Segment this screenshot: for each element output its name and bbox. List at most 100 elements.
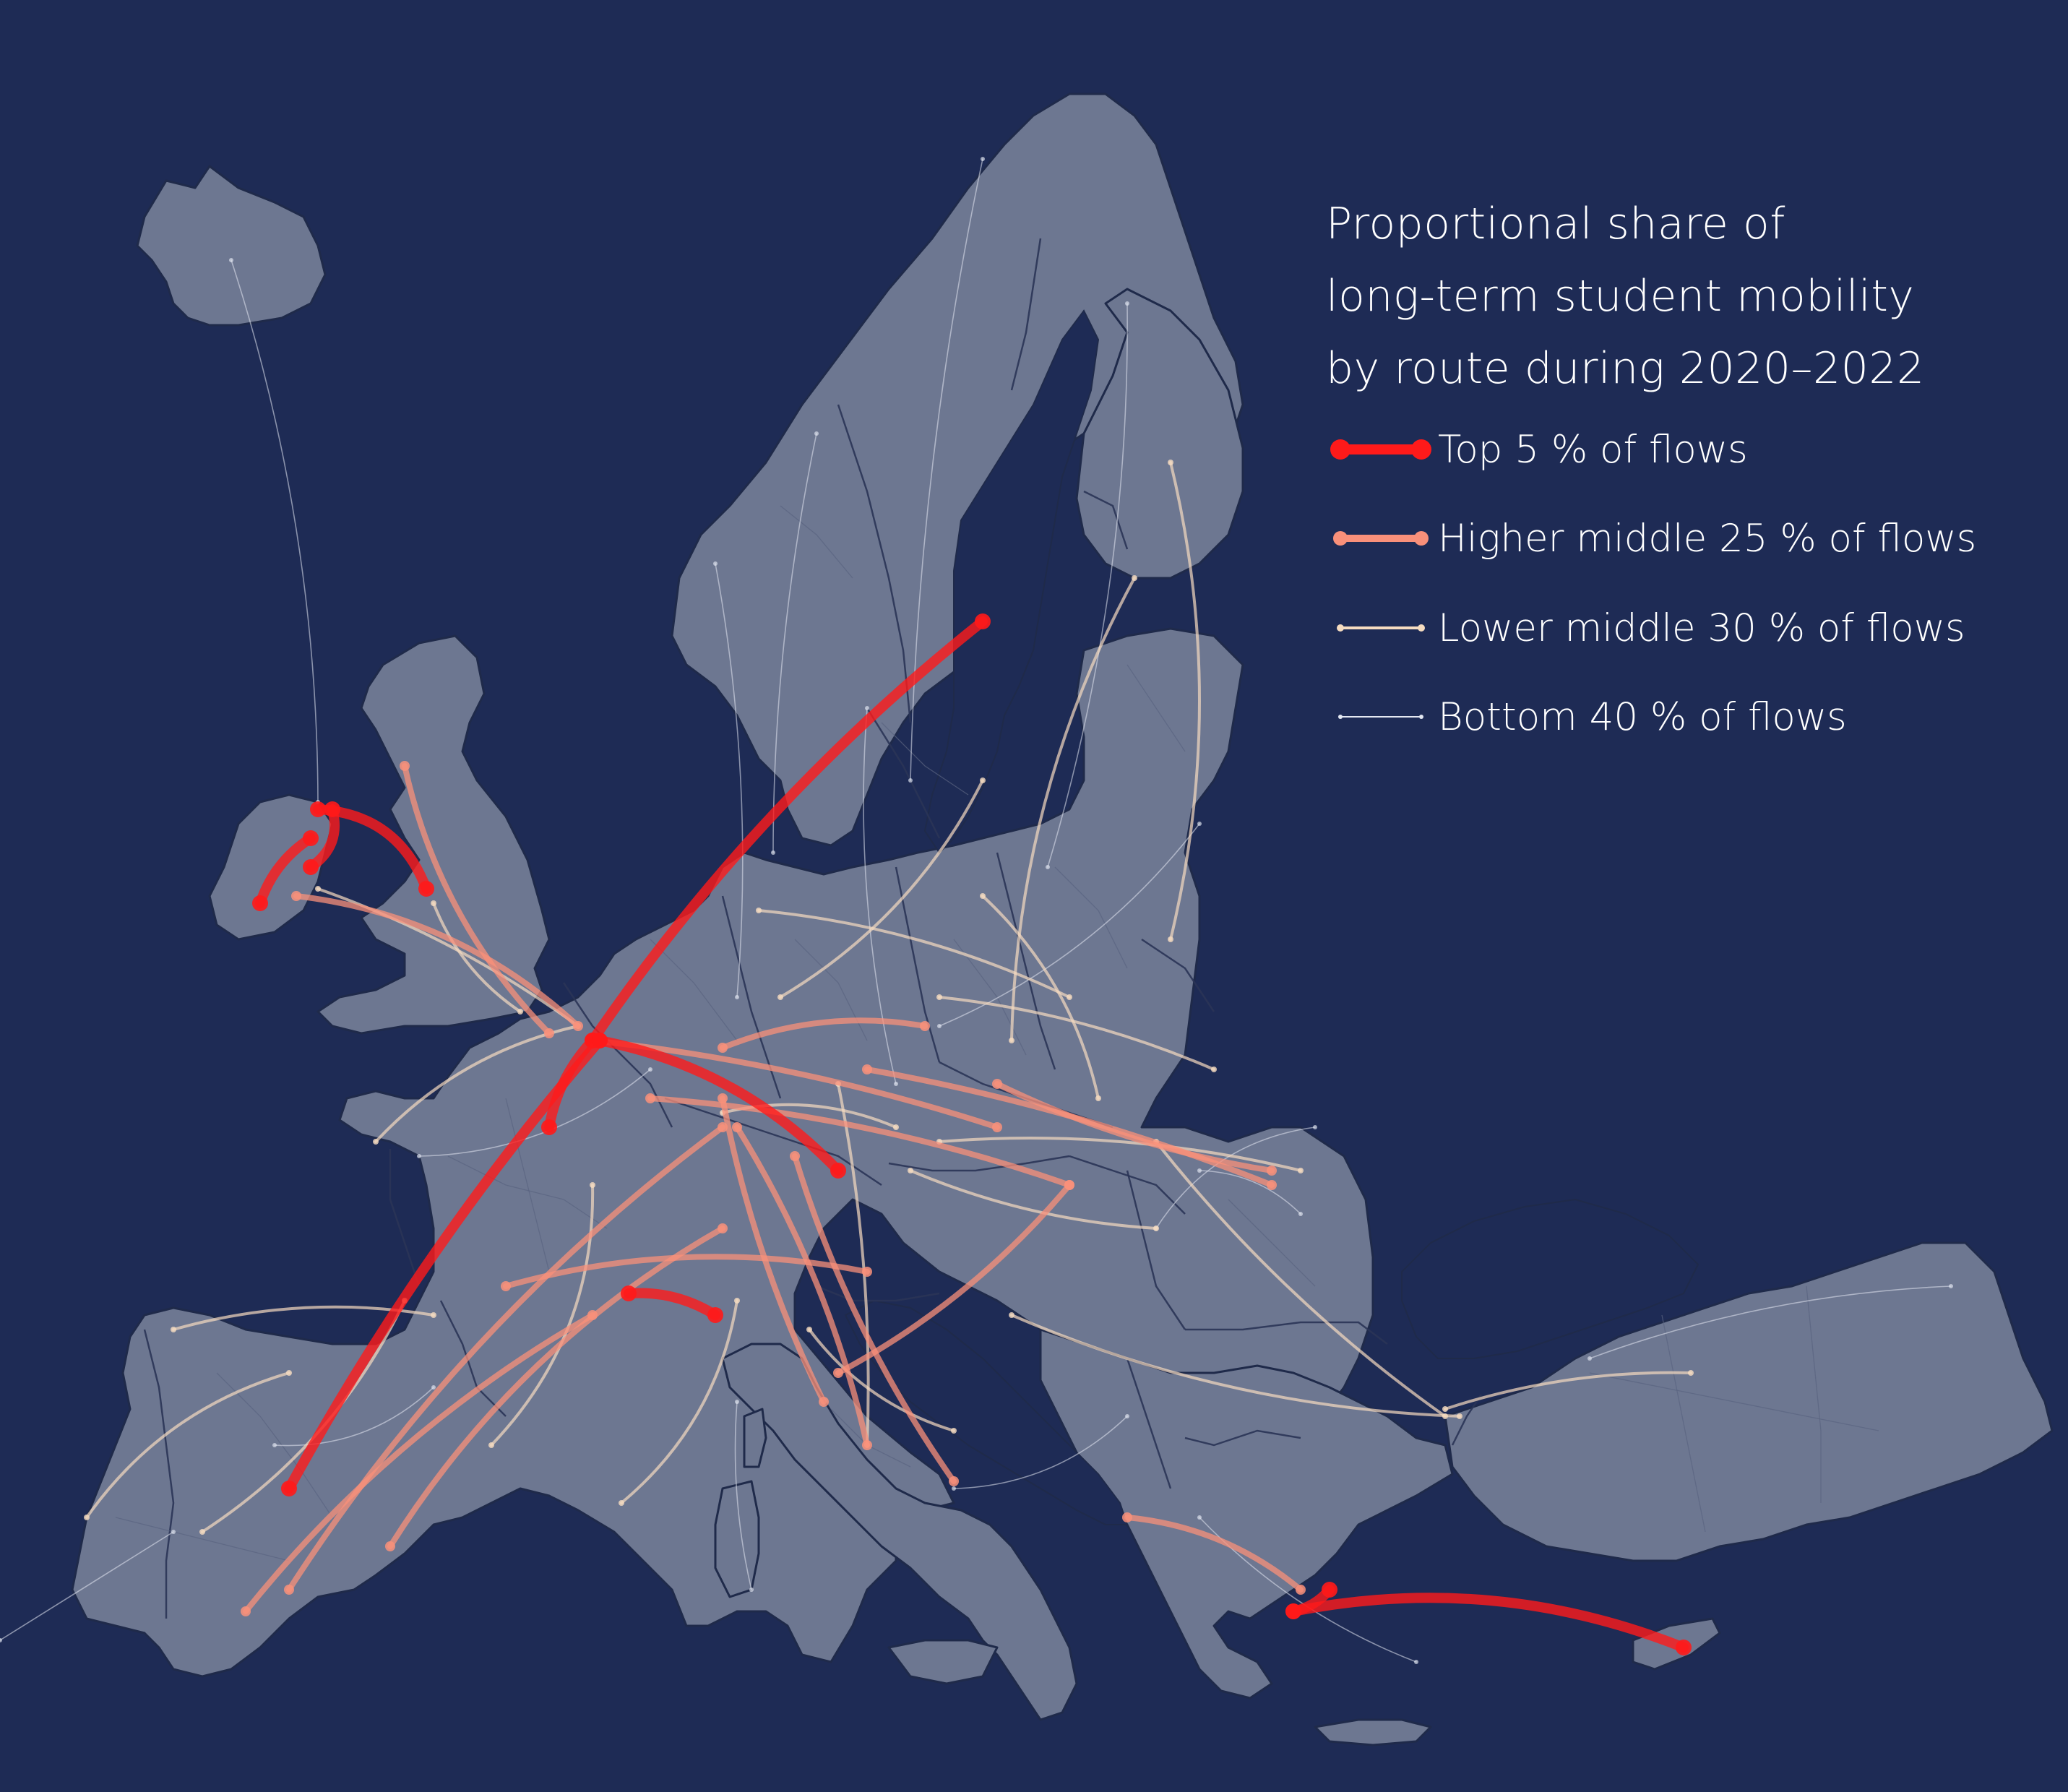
country-borders	[143, 238, 1483, 1619]
flow-route-higher	[647, 1095, 1072, 1188]
flow-endpoint-bottom	[1125, 1414, 1129, 1418]
flow-endpoint-lower	[1688, 1370, 1694, 1376]
flow-route-bottom	[1047, 303, 1128, 868]
flow-endpoint-bottom	[1587, 1356, 1592, 1361]
flow-endpoint-lower	[1009, 1312, 1014, 1318]
flow-endpoint-lower	[1153, 1225, 1159, 1231]
flow-endpoint-bottom	[1949, 1284, 1953, 1288]
italy	[721, 1343, 1078, 1721]
flow-endpoint-lower	[1168, 936, 1173, 942]
flow-endpoint-top	[707, 1307, 723, 1323]
flow-endpoint-top	[303, 830, 319, 846]
flow-endpoint-top	[592, 1033, 608, 1048]
flow-route-lower	[490, 1184, 595, 1447]
eastern-europe	[71, 627, 1374, 1678]
flow-route-top	[1288, 1593, 1689, 1653]
flow-route-lower	[620, 1299, 738, 1504]
flow-endpoint-higher	[718, 1223, 728, 1233]
flow-endpoint-higher	[1296, 1585, 1306, 1595]
flow-endpoint-higher	[501, 1281, 511, 1291]
flow-route-lower	[808, 1328, 955, 1432]
legend-item-lower: Lower middle 30 % of flows	[1326, 598, 2012, 655]
flow-route-higher	[734, 1124, 870, 1448]
legend-title: Proportional share of long-term student …	[1326, 199, 1925, 394]
flow-endpoint-bottom	[1313, 1125, 1317, 1129]
flow-endpoint-bottom	[272, 1443, 277, 1447]
flow-endpoint-higher	[1267, 1166, 1277, 1176]
flow-endpoint-higher	[992, 1122, 1002, 1132]
flow-endpoint-bottom	[1414, 1660, 1418, 1664]
flow-route-lower	[909, 1169, 1158, 1230]
flow-endpoint-higher	[790, 1151, 800, 1161]
legend-item-bottom: Bottom 40 % of flows	[1326, 686, 2012, 744]
flow-endpoint-lower	[1132, 575, 1137, 581]
flow-route-higher	[994, 1081, 1275, 1173]
flow-route-higher	[286, 1124, 725, 1593]
legend-label-higher: Higher middle 25 % of flows	[1438, 517, 1977, 561]
iceland	[136, 165, 327, 327]
flow-endpoint-lower	[806, 1327, 812, 1332]
flow-endpoint-top	[252, 895, 268, 911]
flow-endpoint-lower	[777, 994, 783, 1000]
flow-endpoint-top	[281, 1481, 297, 1496]
flow-endpoint-top	[830, 1163, 846, 1179]
legend-swatch-lower	[1337, 624, 1425, 632]
flow-endpoint-lower	[1168, 460, 1173, 465]
flow-endpoint-lower	[373, 1139, 379, 1145]
flow-endpoint-higher	[291, 891, 301, 901]
flow-endpoint-higher	[400, 761, 410, 771]
flow-endpoint-bottom	[865, 706, 869, 710]
flow-endpoint-higher	[1267, 1180, 1277, 1190]
flow-endpoint-higher	[645, 1093, 655, 1103]
legend-label-lower: Lower middle 30 % of flows	[1438, 606, 1965, 650]
flow-endpoint-higher	[544, 1028, 554, 1038]
flow-route-bottom	[0, 1531, 174, 1641]
flow-route-higher	[792, 1153, 957, 1484]
flow-endpoint-top	[1285, 1603, 1301, 1619]
flow-endpoint-bottom	[937, 1024, 942, 1028]
flow-endpoint-lower	[431, 900, 436, 906]
flow-route-lower	[85, 1371, 290, 1519]
flow-endpoint-lower	[431, 1312, 436, 1318]
flow-endpoint-lower	[84, 1515, 90, 1520]
flow-route-higher	[835, 1182, 1072, 1376]
legend-item-higher: Higher middle 25 % of flows	[1326, 508, 2012, 566]
mobility-flows	[0, 157, 1953, 1664]
flow-endpoint-lower	[488, 1442, 494, 1448]
flow-endpoint-lower	[1442, 1406, 1448, 1412]
flow-endpoint-top	[310, 801, 326, 817]
flow-route-bottom	[1589, 1285, 1952, 1359]
flow-endpoint-bottom	[0, 1638, 2, 1642]
flow-endpoint-higher	[992, 1079, 1002, 1089]
flow-endpoint-lower	[286, 1370, 292, 1376]
flow-route-lower	[1444, 1371, 1692, 1410]
flow-route-higher	[293, 893, 581, 1029]
flow-route-higher	[590, 1038, 1000, 1130]
flow-endpoint-higher	[1064, 1180, 1074, 1190]
flow-endpoint-top	[418, 881, 434, 897]
flow-endpoint-higher	[920, 1021, 930, 1031]
flow-route-higher	[1124, 1515, 1304, 1593]
flow-route-bottom	[274, 1387, 434, 1447]
flow-endpoint-top	[1676, 1640, 1692, 1655]
flow-route-bottom	[939, 823, 1200, 1027]
flow-endpoint-lower	[517, 1009, 523, 1015]
flow-route-lower	[1169, 461, 1201, 941]
flow-route-bottom	[734, 1401, 752, 1590]
flow-route-lower	[981, 895, 1100, 1100]
flow-endpoint-lower	[1457, 1413, 1462, 1419]
flow-endpoint-bottom	[229, 258, 233, 262]
flow-endpoint-lower	[315, 886, 321, 892]
flow-endpoint-lower	[936, 994, 942, 1000]
flow-route-top	[587, 616, 988, 1046]
flow-endpoint-lower	[980, 777, 986, 783]
flow-endpoint-bottom	[431, 1385, 436, 1390]
flow-endpoint-lower	[199, 1529, 205, 1535]
flow-endpoint-higher	[241, 1606, 251, 1616]
flow-endpoint-higher	[718, 1043, 728, 1053]
flow-endpoint-higher	[949, 1476, 959, 1486]
flow-endpoint-bottom	[894, 1082, 898, 1086]
flow-endpoint-bottom	[735, 1400, 739, 1404]
flow-endpoint-higher	[862, 1440, 872, 1450]
flow-route-lower	[938, 996, 1215, 1071]
